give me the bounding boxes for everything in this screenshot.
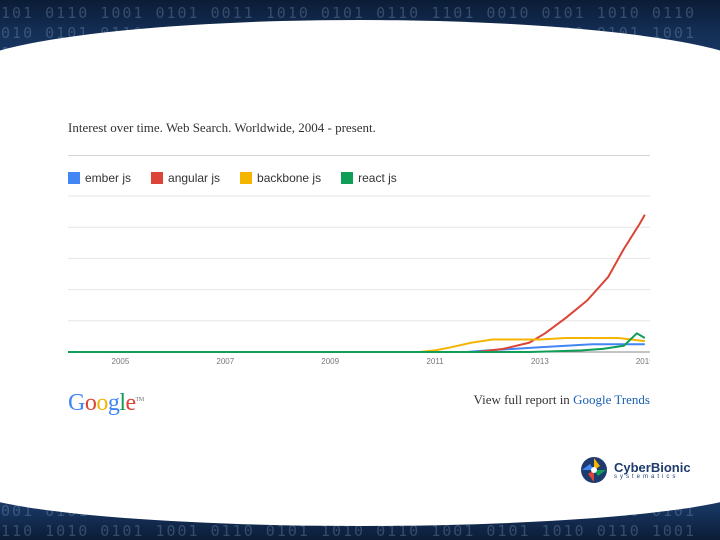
legend-item-ember[interactable]: ember js — [68, 171, 131, 185]
series-line-angular-js — [68, 214, 646, 353]
google-trends-link[interactable]: Google Trends — [573, 392, 650, 407]
brand-subtitle: systematics — [614, 473, 679, 480]
chart-title: Interest over time. Web Search. Worldwid… — [68, 120, 376, 135]
x-tick-label: 2009 — [321, 357, 339, 366]
legend-swatch-react — [341, 172, 354, 184]
bottom-banner: 1001 0101 1010 0110 0101 1001 0110 1010 … — [0, 494, 720, 540]
legend-item-backbone[interactable]: backbone js — [240, 171, 321, 185]
title-divider — [68, 155, 650, 156]
trend-chart: 2005 2007 2009 2011 2013 2015 — [68, 195, 650, 366]
chart-legend: ember js angular js backbone js react js — [68, 171, 397, 185]
cyberbionic-logo-icon — [581, 457, 607, 483]
legend-swatch-backbone — [240, 172, 253, 184]
x-tick-label: 2005 — [112, 357, 130, 366]
view-full-report: View full report in Google Trends — [473, 392, 650, 408]
google-logo: GoogleTM — [68, 390, 144, 416]
series-line-backbone-js — [68, 337, 645, 353]
legend-item-react[interactable]: react js — [341, 171, 397, 185]
view-report-text: View full report in — [473, 392, 570, 407]
legend-swatch-angular — [151, 172, 164, 184]
brand-logo: CyberBionic systematics — [580, 456, 691, 484]
top-banner: 0101 0110 1001 0101 0011 1010 0101 0110 … — [0, 0, 720, 70]
legend-label-backbone: backbone js — [257, 171, 322, 185]
legend-label-react: react js — [358, 171, 397, 185]
brand-name: CyberBionic — [614, 459, 691, 475]
x-tick-label: 2013 — [531, 357, 549, 366]
x-tick-label: 2015 — [636, 357, 650, 366]
legend-item-angular[interactable]: angular js — [151, 171, 220, 185]
series-line-react-js — [68, 332, 646, 353]
x-tick-label: 2007 — [216, 357, 234, 366]
legend-label-angular: angular js — [168, 171, 221, 185]
legend-swatch-ember — [68, 172, 80, 184]
legend-label-ember: ember js — [85, 171, 132, 185]
x-tick-label: 2011 — [426, 357, 444, 366]
